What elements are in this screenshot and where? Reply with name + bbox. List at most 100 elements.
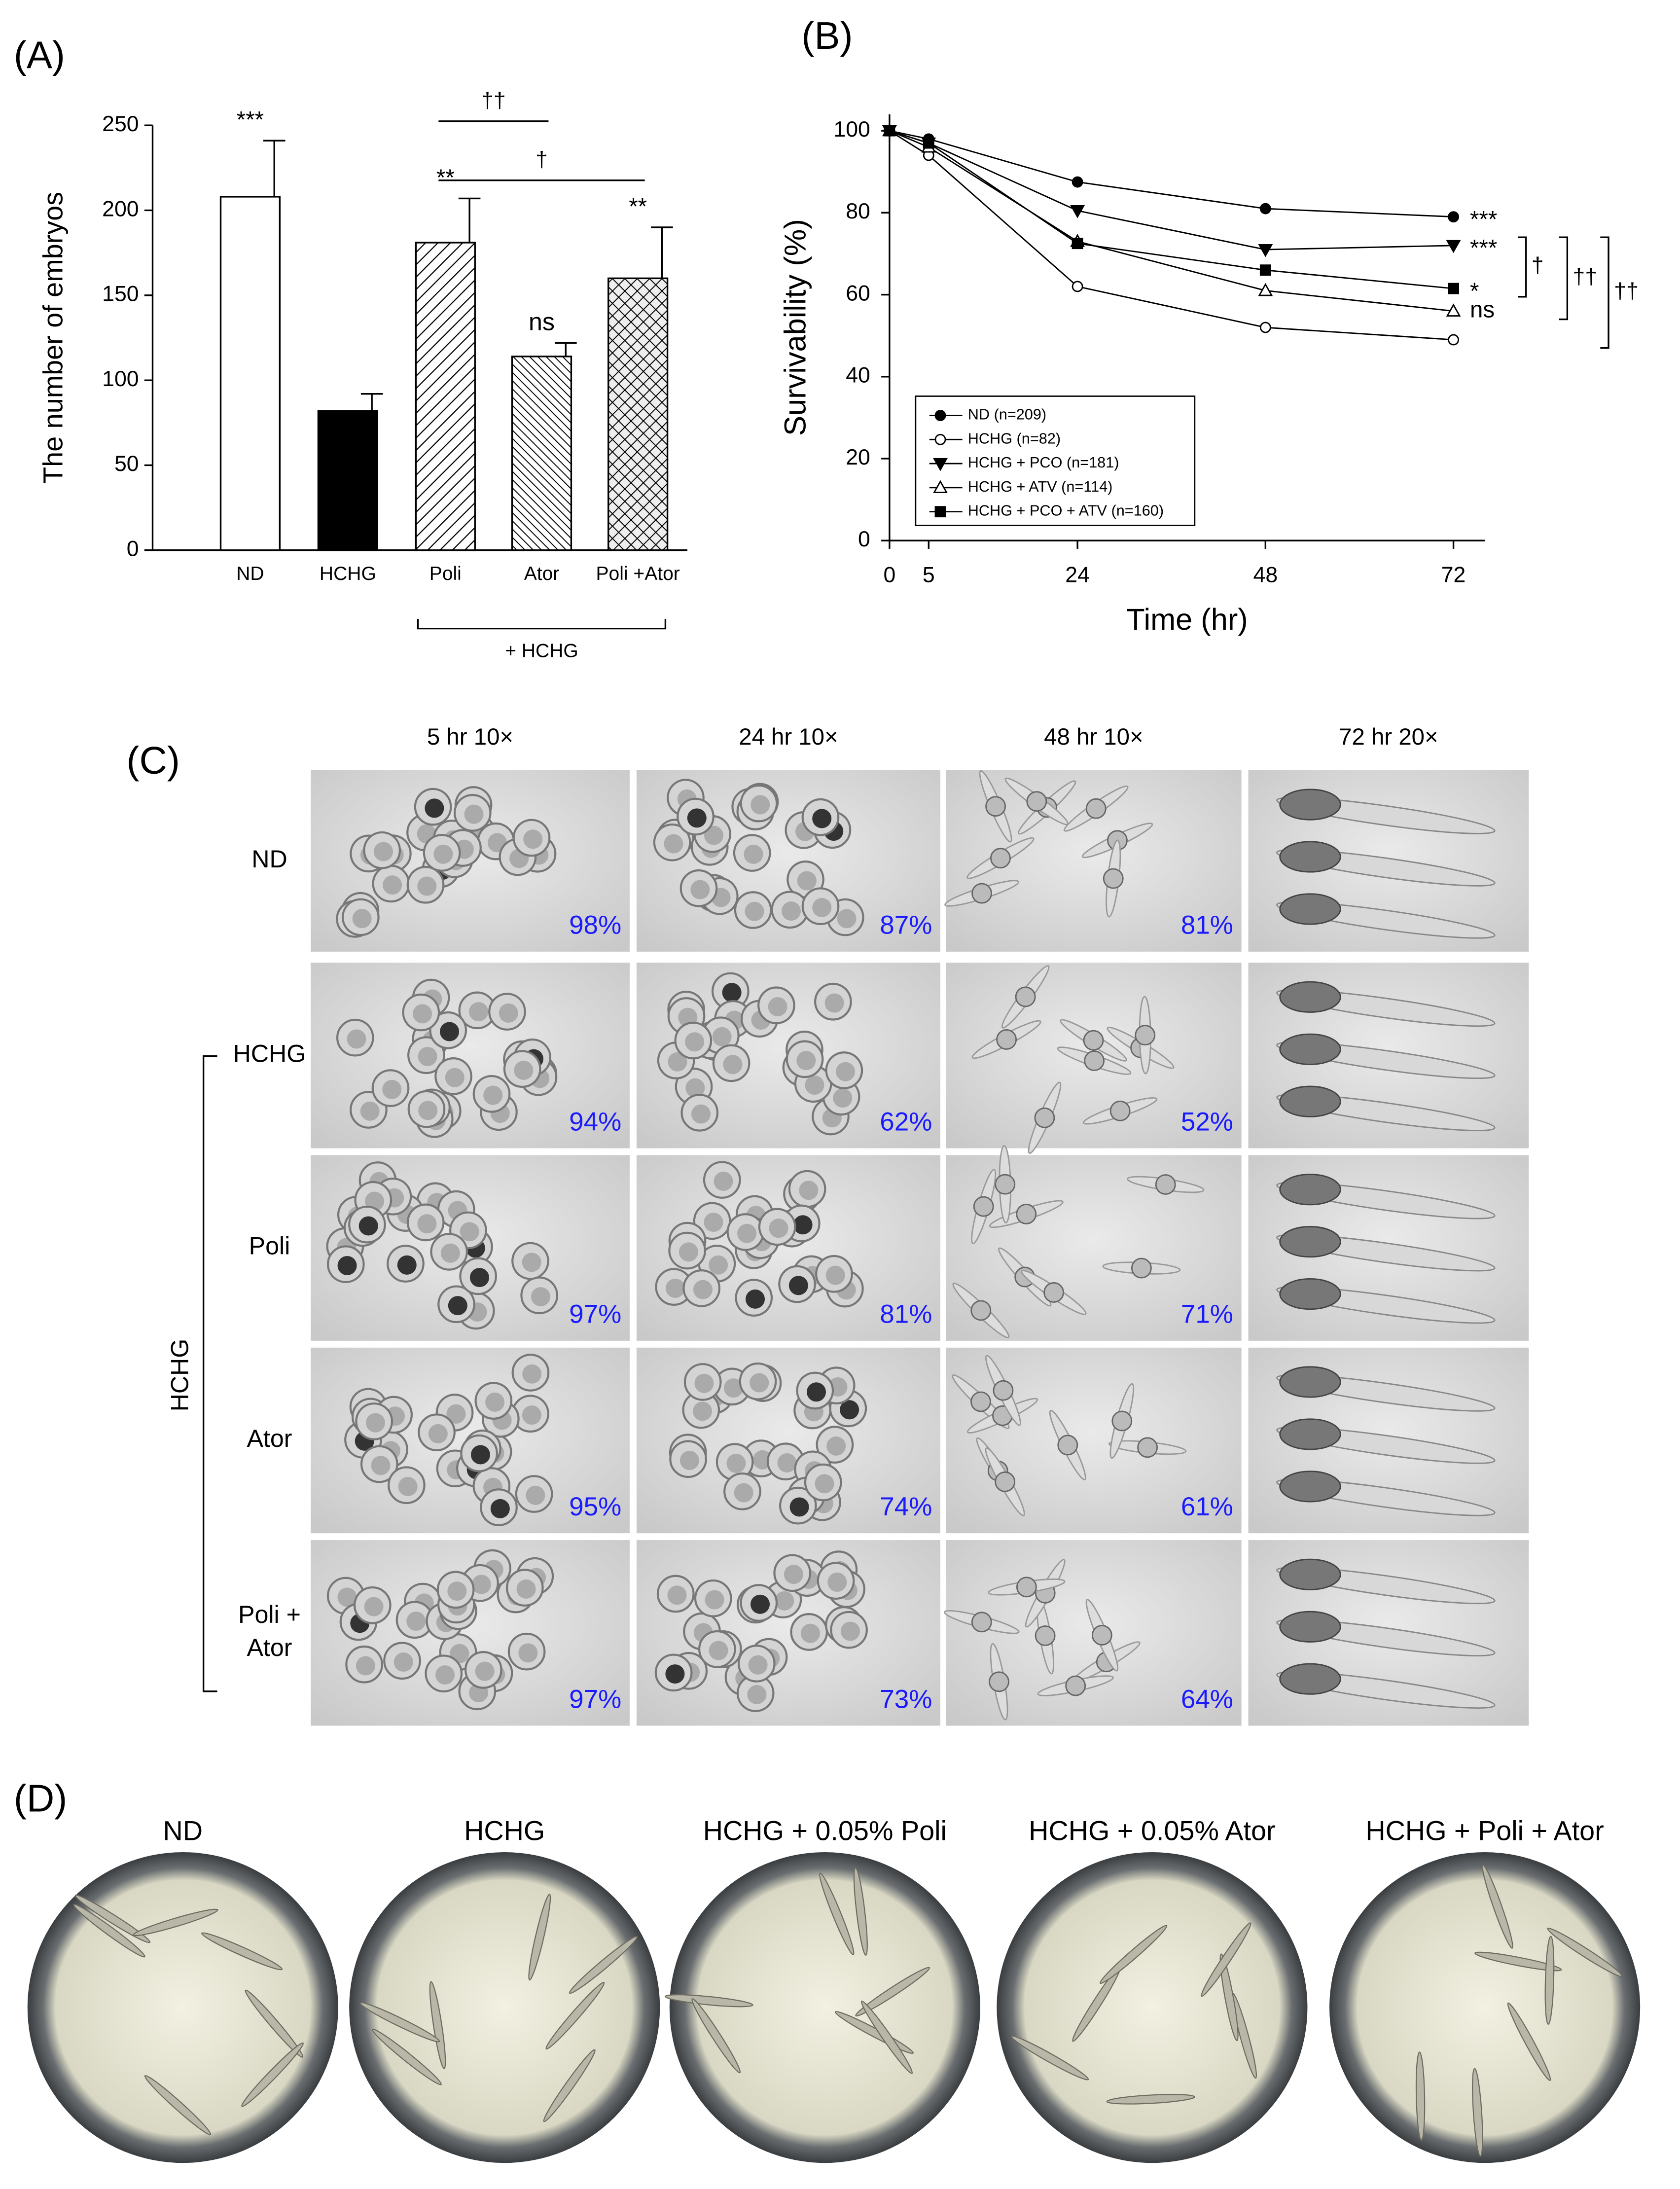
survival-percent: 97% xyxy=(569,1685,621,1714)
larva xyxy=(664,1994,753,2008)
embryo-yolk xyxy=(799,1181,819,1200)
comparison-label: †† xyxy=(1573,265,1598,289)
larva xyxy=(144,2075,212,2135)
larva-head xyxy=(1015,986,1036,1007)
larva-head xyxy=(1279,1278,1341,1310)
embryo-yolk xyxy=(796,1051,816,1071)
larva-head xyxy=(1279,841,1341,873)
series-line xyxy=(889,130,1454,312)
larva-head xyxy=(1016,1577,1037,1598)
x-tick-label: 5 xyxy=(923,563,935,587)
embryo-yolk xyxy=(522,1253,541,1272)
embryo-yolk xyxy=(665,1278,685,1298)
data-point xyxy=(1072,281,1083,292)
x-tick-label: 0 xyxy=(883,563,895,587)
data-point xyxy=(1448,211,1459,223)
significance-label: ** xyxy=(629,193,647,219)
larva-head xyxy=(985,796,1006,817)
embryo-yolk xyxy=(744,844,763,864)
embryo-yolk xyxy=(435,1665,455,1685)
larva-head xyxy=(971,1612,992,1633)
embryo-yolk xyxy=(383,875,402,895)
group-bracket xyxy=(417,619,667,630)
comparison-bracket xyxy=(1600,236,1609,349)
embryo-yolk xyxy=(445,1068,465,1087)
larva xyxy=(359,2002,440,2043)
embryo-yolk xyxy=(782,901,801,921)
y-tick-label: 0 xyxy=(858,527,870,551)
survival-percent: 52% xyxy=(1181,1107,1233,1136)
survival-percent: 81% xyxy=(1181,911,1233,940)
embryo-yolk xyxy=(784,1565,804,1584)
data-point xyxy=(1446,303,1461,317)
larva xyxy=(1507,2002,1551,2081)
embryo-yolk xyxy=(709,1255,728,1275)
survival-percent: 95% xyxy=(569,1492,621,1521)
larva xyxy=(1201,1922,1251,1997)
data-point xyxy=(1446,240,1461,253)
y-tick-label: 40 xyxy=(846,363,870,388)
larva-head xyxy=(990,848,1011,869)
embryo-yolk xyxy=(439,1022,460,1041)
larva xyxy=(245,1989,304,2058)
larva-head xyxy=(1279,981,1341,1013)
survival-percent: 87% xyxy=(880,911,932,940)
larva xyxy=(691,1998,741,2074)
group-bracket xyxy=(202,1055,217,1692)
embryo-yolk xyxy=(833,1088,853,1108)
significance-label: * xyxy=(1470,278,1479,304)
significance-label: *** xyxy=(237,107,264,133)
legend-label: HCHG + ATV (n=114) xyxy=(968,478,1113,495)
significance-label: *** xyxy=(1470,235,1497,261)
embryo-yolk xyxy=(446,1404,466,1424)
data-point xyxy=(923,137,934,149)
embryo-yolk xyxy=(664,834,683,854)
embryo-yolk xyxy=(789,1497,809,1517)
embryo-yolk xyxy=(788,1276,808,1295)
embryo-yolk xyxy=(726,1453,746,1473)
embryo-yolk xyxy=(418,1046,437,1066)
embryo-yolk xyxy=(428,1424,448,1443)
larva-head xyxy=(1155,1174,1176,1195)
embryo-yolk xyxy=(693,1280,713,1299)
larva xyxy=(73,1903,145,1958)
embryo-yolk xyxy=(723,1055,743,1075)
row-label: HCHG xyxy=(233,1040,306,1068)
embryo-yolk xyxy=(724,1378,744,1398)
larva xyxy=(545,1981,605,2050)
larva-head xyxy=(1043,1282,1064,1303)
embryo-yolk xyxy=(768,997,787,1017)
embryo-yolk xyxy=(475,1661,495,1681)
x-axis-label: Time (hr) xyxy=(1126,602,1248,636)
embryo-yolk xyxy=(469,1002,489,1022)
larva xyxy=(74,1895,151,1943)
embryo-yolk xyxy=(687,808,707,828)
panel-label: (C) xyxy=(127,738,180,782)
larva-head xyxy=(971,883,992,904)
embryo-yolk xyxy=(745,901,764,921)
survival-percent: 71% xyxy=(1181,1300,1233,1329)
column-header: 24 hr 10× xyxy=(739,724,838,750)
larva-head xyxy=(1279,1226,1341,1258)
embryo-yolk xyxy=(777,1453,797,1473)
error-bar xyxy=(651,226,673,279)
embryo-yolk xyxy=(812,809,832,828)
larva-head xyxy=(1279,1366,1341,1398)
embryo-yolk xyxy=(485,1392,505,1412)
embryo-yolk xyxy=(352,909,372,929)
series-line xyxy=(889,130,1454,289)
data-point xyxy=(1072,238,1083,250)
larva-head xyxy=(1137,1437,1158,1458)
error-bar xyxy=(360,393,383,411)
dish xyxy=(669,1852,980,2163)
series-line xyxy=(889,130,1454,341)
panel-label: (A) xyxy=(14,33,65,76)
embryo-yolk xyxy=(523,829,543,849)
embryo-yolk xyxy=(371,1456,391,1475)
group-label: HCHG xyxy=(166,1339,193,1412)
row-label: Poli xyxy=(249,1232,290,1260)
dish xyxy=(997,1852,1308,2163)
embryo-yolk xyxy=(737,1223,757,1243)
embryo-yolk xyxy=(356,1656,375,1676)
larva-head xyxy=(973,1196,994,1217)
